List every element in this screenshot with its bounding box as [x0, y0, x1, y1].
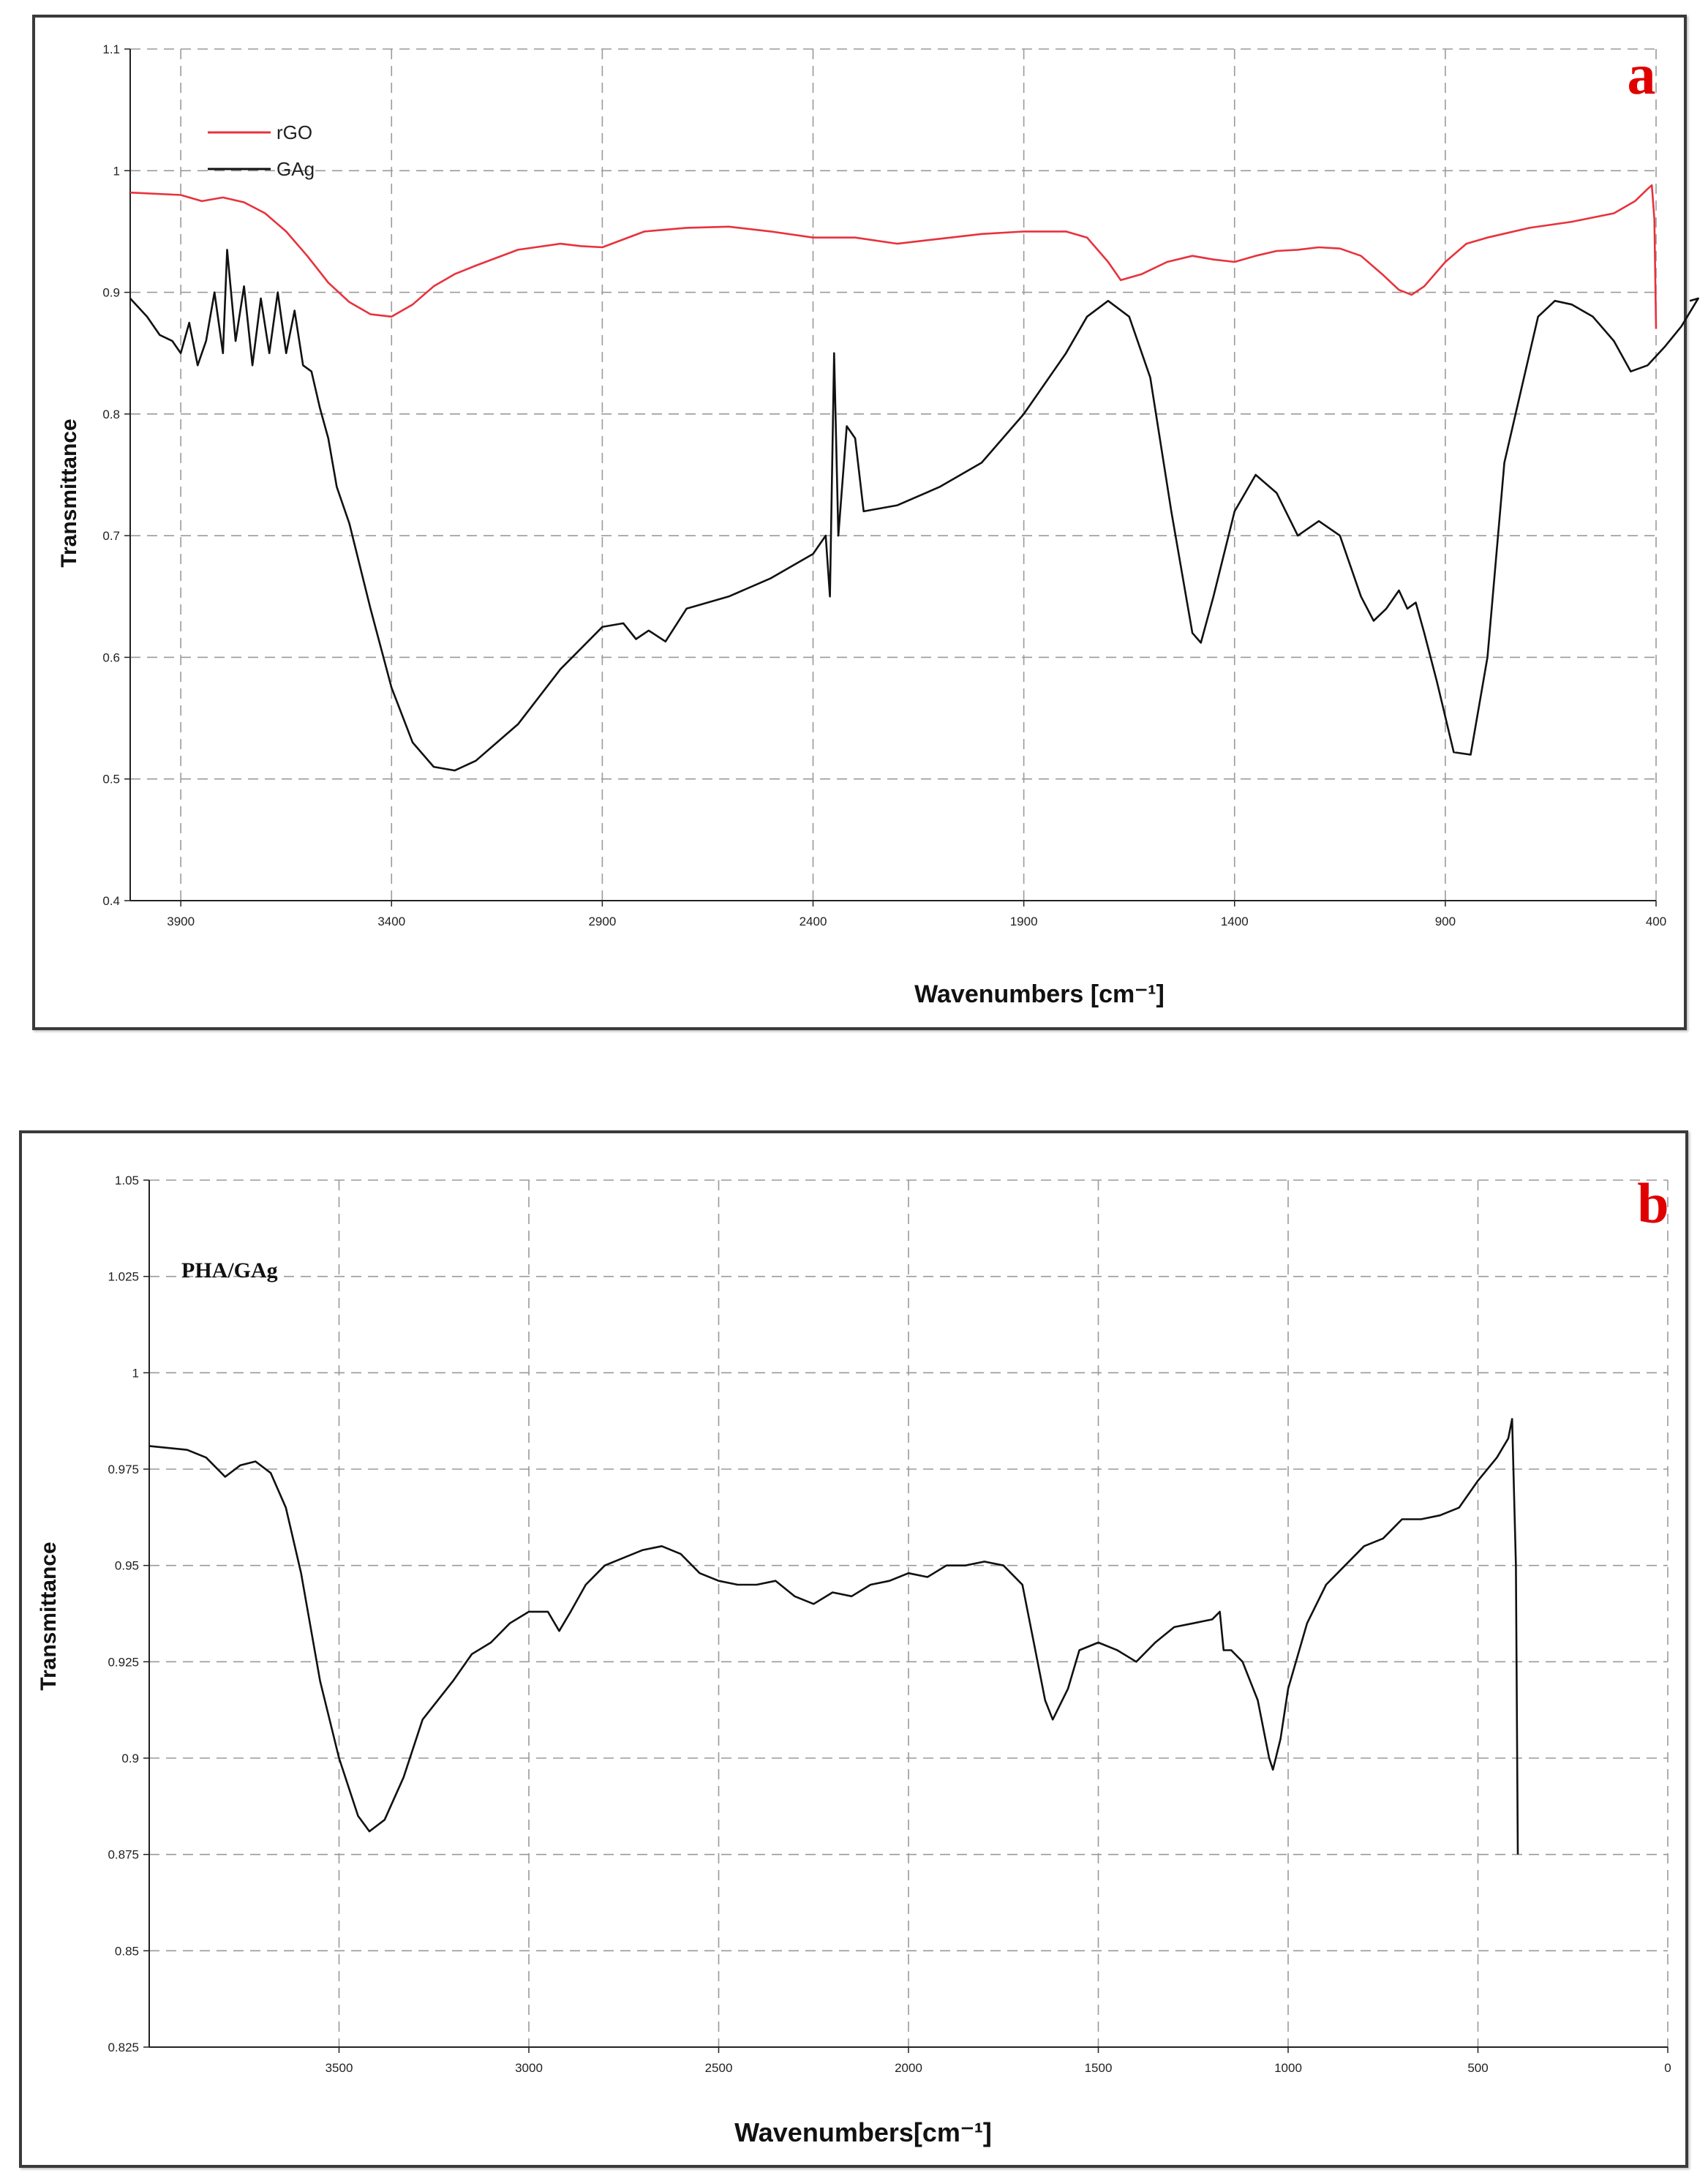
- x-tick-label: 1500: [1085, 2061, 1113, 2075]
- x-tick-label: 1000: [1274, 2061, 1302, 2075]
- chart-a-svg: 3900 3400 2900 2400 1900 1400 900 400 0.4 0.5 0.6 0…: [57, 42, 1699, 1008]
- chart-b-svg: 3500 3000 2500 2000 1500 1000 500 0 0.825 0.85 0.8…: [37, 1171, 1671, 2147]
- x-tick-label: 3900: [167, 915, 195, 928]
- series-line-rgo: [129, 184, 1658, 329]
- x-axis-title-a: Wavenumbers [cm⁻¹]: [914, 980, 1165, 1008]
- series-line-pha-gag: [148, 1418, 1519, 1855]
- legend-label-rgo: rGO: [276, 121, 312, 143]
- grid-b: [149, 1179, 1669, 2048]
- x-tick-label: 3400: [377, 915, 405, 928]
- x-tick-label: 2500: [705, 2061, 733, 2075]
- y-tick-label: 0.6: [102, 650, 120, 664]
- x-tick-label: 900: [1435, 915, 1456, 928]
- y-tick-label: 0.5: [102, 773, 120, 787]
- chart-panel-b: 3500 3000 2500 2000 1500 1000 500 0 0.825 0.85 0.8…: [19, 1130, 1688, 2168]
- ticks-a: 3900 3400 2900 2400 1900 1400 900 400 0.4 0.5 0.6 0…: [102, 42, 1666, 928]
- series-label-pha-gag: PHA/GAg: [181, 1258, 278, 1283]
- x-tick-label: 3500: [326, 2061, 353, 2075]
- axes-a: [129, 49, 1656, 901]
- y-tick-label: 1: [132, 1366, 139, 1380]
- x-tick-label: 1900: [1010, 915, 1038, 928]
- y-axis-title-a: Transmittance: [57, 418, 81, 567]
- legend-a: rGO GAg: [208, 121, 315, 180]
- x-tick-label: 3000: [515, 2061, 543, 2075]
- series-b: [148, 1418, 1519, 1855]
- chart-panel-a: 3900 3400 2900 2400 1900 1400 900 400 0.4 0.5 0.6 0…: [32, 15, 1699, 1030]
- y-tick-label: 0.7: [102, 529, 120, 543]
- x-tick-label: 0: [1664, 2061, 1671, 2075]
- y-tick-label: 0.4: [102, 894, 120, 908]
- y-tick-label: 0.95: [115, 1559, 139, 1573]
- y-tick-label: 0.8: [102, 408, 120, 421]
- legend-label-gag: GAg: [276, 158, 315, 180]
- ticks-b: 3500 3000 2500 2000 1500 1000 500 0 0.825 0.85 0.8…: [108, 1174, 1671, 2075]
- x-tick-label: 1400: [1221, 915, 1249, 928]
- x-tick-label: 400: [1646, 915, 1666, 928]
- y-tick-label: 0.9: [121, 1752, 139, 1765]
- x-axis-title-b: Wavenumbers[cm⁻¹]: [734, 2117, 992, 2147]
- grid-a: [130, 48, 1657, 901]
- y-axis-title-b: Transmittance: [37, 1542, 61, 1690]
- panel-label-b: b: [1637, 1171, 1669, 1235]
- y-tick-label: 0.85: [115, 1944, 139, 1958]
- y-tick-label: 0.925: [108, 1655, 139, 1669]
- axes-b: [148, 1180, 1668, 2048]
- panel-label-a: a: [1628, 42, 1656, 106]
- x-tick-label: 2900: [588, 915, 616, 928]
- y-tick-label: 1.025: [108, 1270, 139, 1284]
- series-a: [129, 184, 1699, 772]
- y-tick-label: 0.9: [102, 286, 120, 300]
- y-tick-label: 0.875: [108, 1848, 139, 1862]
- series-line-gag: [129, 249, 1699, 772]
- y-tick-label: 1.1: [102, 42, 120, 56]
- x-tick-label: 2000: [895, 2061, 922, 2075]
- x-tick-label: 500: [1467, 2061, 1488, 2075]
- x-tick-label: 2400: [800, 915, 827, 928]
- y-tick-label: 0.825: [108, 2041, 139, 2054]
- y-tick-label: 1: [113, 164, 120, 178]
- y-tick-label: 0.975: [108, 1463, 139, 1476]
- y-tick-label: 1.05: [115, 1174, 139, 1187]
